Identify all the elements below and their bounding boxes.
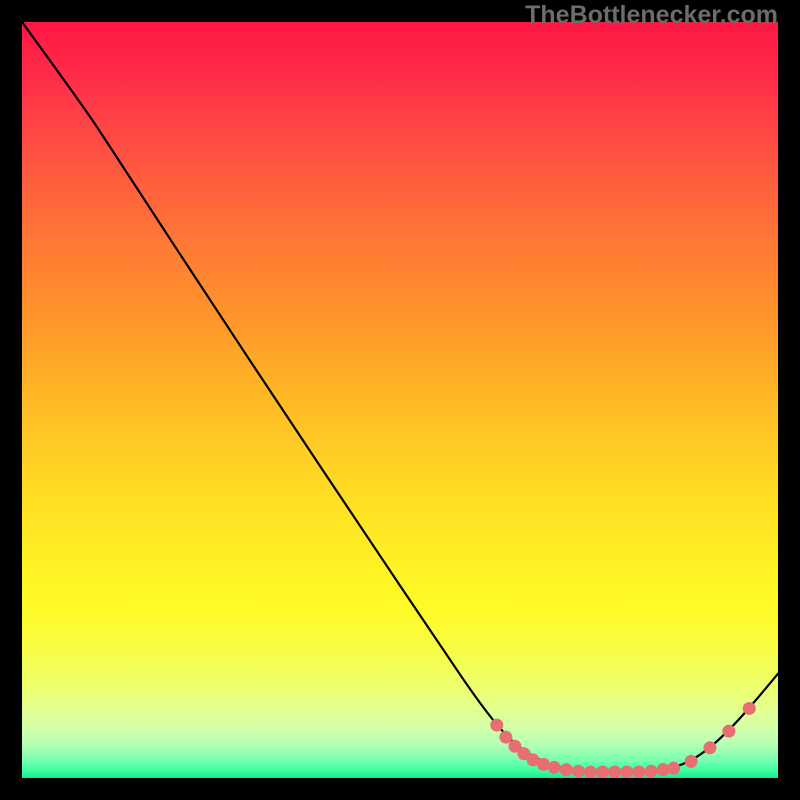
gradient-background [22,22,778,778]
marker-dot [703,741,716,754]
marker-dot [685,755,698,768]
marker-dot [644,765,657,778]
marker-dot [560,763,573,776]
marker-dot [743,702,756,715]
marker-dot [584,765,597,778]
marker-dot [667,762,680,775]
plot-area [22,22,778,778]
figure-root: TheBottlenecker.com [0,0,800,800]
marker-dot [620,765,633,778]
plot-svg [22,22,778,778]
marker-dot [632,765,645,778]
marker-dot [608,765,621,778]
watermark-label: TheBottlenecker.com [525,1,778,30]
marker-dot [490,719,503,732]
marker-dot [572,765,585,778]
marker-dot [596,765,609,778]
marker-dot [722,725,735,738]
marker-dot [548,761,561,774]
